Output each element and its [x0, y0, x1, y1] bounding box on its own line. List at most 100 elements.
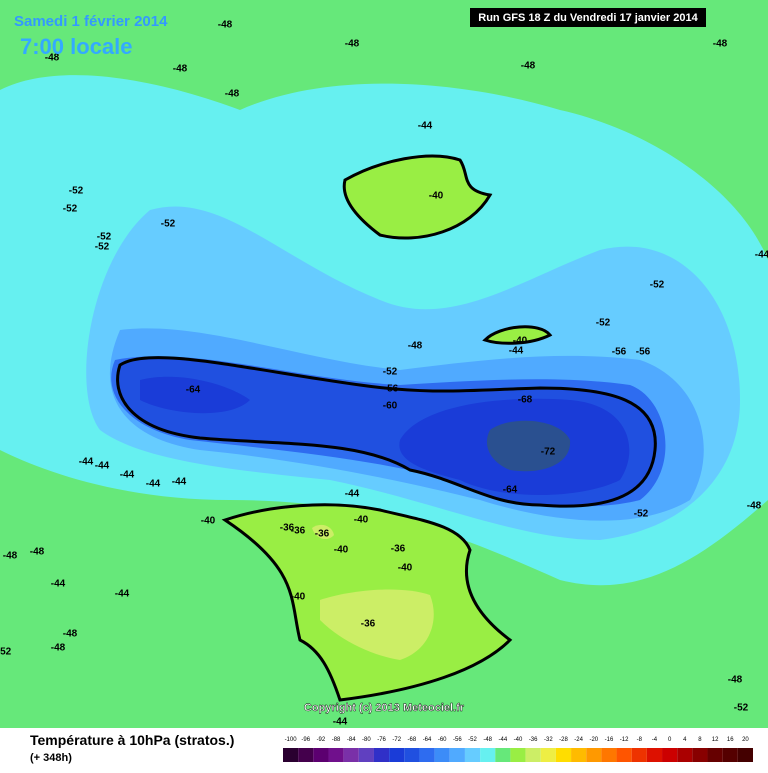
- contour-label: -40: [291, 592, 306, 603]
- legend-tick-label: -36: [529, 737, 538, 743]
- legend-tick-label: 8: [698, 737, 702, 743]
- run-box: [470, 8, 706, 27]
- legend-swatch: [404, 748, 420, 762]
- zone-40-north: [342, 154, 493, 240]
- legend-tick-label: -56: [453, 737, 462, 743]
- zone-36-small: [312, 524, 334, 540]
- contour-label: -52: [95, 242, 110, 253]
- color-legend: -100 -96 -92 -88 -84 -80 -76 -72 -68 -64 -60 -56 -52…: [283, 737, 753, 762]
- legend-swatch: [313, 748, 329, 762]
- contour-label: -36: [280, 523, 295, 534]
- legend-tick-label: -20: [589, 737, 598, 743]
- contour-label: -36: [391, 544, 406, 555]
- legend-swatch: [662, 748, 678, 762]
- legend-tick-label: -4: [652, 737, 658, 743]
- contour-label: -48: [173, 64, 188, 75]
- contour-label: -44: [115, 589, 130, 600]
- contour-label: -52: [97, 232, 112, 243]
- contour-label: -36: [315, 529, 330, 540]
- contour-label: -52: [634, 509, 649, 520]
- contour-label: -64: [186, 385, 201, 396]
- contour-label: -48: [728, 675, 743, 686]
- legend-tick-label: -96: [301, 737, 310, 743]
- contour-label: -40: [354, 515, 369, 526]
- legend-tick-label: -64: [423, 737, 432, 743]
- footer-title: Température à 10hPa (stratos.): [30, 732, 234, 748]
- legend-swatch: [389, 748, 405, 762]
- contour-label: -48: [63, 629, 78, 640]
- contour-label: -52: [69, 186, 84, 197]
- contour-label: -52: [383, 367, 398, 378]
- contour-label: -44: [333, 717, 348, 728]
- legend-swatch: [449, 748, 465, 762]
- legend-swatch: [434, 748, 450, 762]
- run-info: Run GFS 18 Z du Vendredi 17 janvier 2014: [478, 12, 698, 24]
- contour-label: -48: [408, 341, 423, 352]
- contour-label: -44: [345, 489, 360, 500]
- zone-64-west: [140, 376, 250, 414]
- legend-swatch: [692, 748, 708, 762]
- legend-tick-label: -12: [620, 737, 629, 743]
- contour-label: -72: [541, 447, 556, 458]
- legend-swatch: [707, 748, 723, 762]
- contour-label: -64: [503, 485, 518, 496]
- contour-label: -44: [509, 346, 524, 357]
- contour-label: -52: [63, 204, 78, 215]
- legend-tick-label: -60: [438, 737, 447, 743]
- contour-label: -48: [51, 643, 66, 654]
- legend-swatch: [540, 748, 556, 762]
- zone-40-small: [482, 325, 553, 345]
- legend-tick-label: -32: [544, 737, 553, 743]
- legend-tick-label: -24: [574, 737, 583, 743]
- legend-swatch: [464, 748, 481, 762]
- legend-swatch: [358, 748, 374, 762]
- legend-swatch: [283, 748, 299, 762]
- map-time: 7:00 locale: [20, 34, 133, 59]
- legend-swatch: [343, 748, 359, 762]
- copyright: Copyright (c) 2013 Meteociel.fr: [304, 702, 465, 714]
- contour-label: -48: [30, 547, 45, 558]
- contour-label: -48: [45, 53, 60, 64]
- contour-label: -36: [291, 526, 306, 537]
- contour-label: -52: [734, 703, 749, 714]
- legend-swatch: [616, 748, 632, 762]
- legend-tick-label: -8: [637, 737, 643, 743]
- footer-lead: (+ 348h): [30, 752, 72, 764]
- legend-tick-label: -52: [468, 737, 477, 743]
- legend-tick-label: 4: [683, 737, 687, 743]
- legend-swatch: [510, 748, 526, 762]
- contour-label: -48: [747, 501, 762, 512]
- contour-label: -36: [361, 619, 376, 630]
- legend-tick-label: -88: [332, 737, 341, 743]
- legend-swatch: [419, 748, 435, 762]
- contour-label: -44: [51, 579, 66, 590]
- contour-label: -40: [334, 545, 349, 556]
- contour-label: -44: [755, 250, 768, 261]
- contour-label: -52: [161, 219, 176, 230]
- contour-label: -52: [0, 647, 12, 658]
- contour-label: -48: [218, 20, 233, 31]
- legend-tick-label: -84: [347, 737, 356, 743]
- legend-swatch: [480, 748, 496, 762]
- contour-label: -56: [384, 384, 399, 395]
- contour-label: -44: [418, 121, 433, 132]
- contour-label: -44: [120, 470, 135, 481]
- legend-swatch: [495, 748, 511, 762]
- map-date: Samedi 1 février 2014: [14, 13, 168, 30]
- contour-label: -48: [713, 39, 728, 50]
- contour-label: -56: [636, 347, 651, 358]
- legend-tick-label: -44: [499, 737, 508, 743]
- zone-36: [320, 589, 434, 660]
- legend-tick-label: -28: [559, 737, 568, 743]
- legend-tick-label: -92: [317, 737, 326, 743]
- contour-label: -52: [650, 280, 665, 291]
- legend-swatch: [298, 748, 314, 762]
- legend-tick-label: -72: [392, 737, 401, 743]
- legend-tick-label: -80: [362, 737, 371, 743]
- contour-label: -40: [201, 516, 216, 527]
- contour-label: -44: [95, 461, 110, 472]
- legend-tick-label: 12: [712, 737, 719, 743]
- contour-labels: -48-48-48-48-48-48-48-44-40-52-52-52-52-…: [0, 20, 768, 728]
- legend-swatch: [555, 748, 572, 762]
- contour-label: -48: [3, 551, 18, 562]
